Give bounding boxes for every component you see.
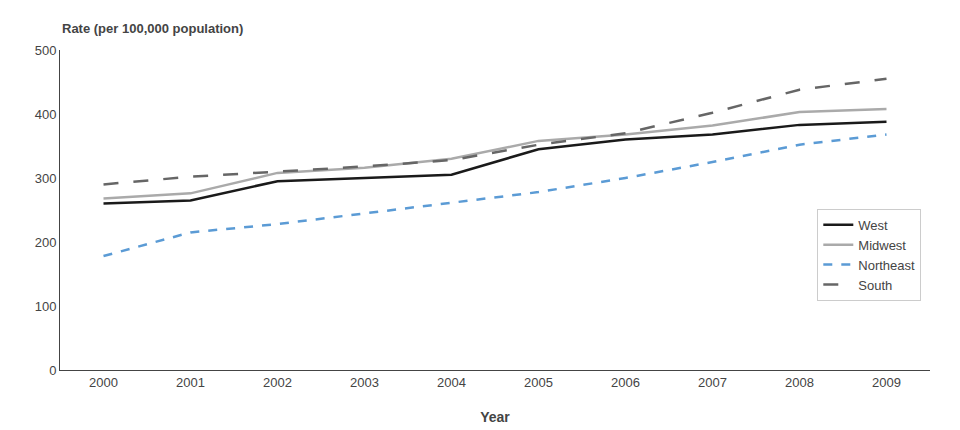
svg-text:0: 0 bbox=[49, 363, 56, 378]
svg-text:2008: 2008 bbox=[785, 375, 814, 390]
svg-text:2003: 2003 bbox=[350, 375, 379, 390]
svg-text:2007: 2007 bbox=[698, 375, 727, 390]
svg-text:Northeast: Northeast bbox=[858, 258, 915, 273]
svg-text:2000: 2000 bbox=[89, 375, 118, 390]
svg-text:2005: 2005 bbox=[524, 375, 553, 390]
svg-text:Year: Year bbox=[480, 409, 510, 425]
svg-text:100: 100 bbox=[35, 299, 57, 314]
svg-text:300: 300 bbox=[35, 171, 57, 186]
svg-text:West: West bbox=[858, 218, 888, 233]
svg-text:Rate (per 100,000 population): Rate (per 100,000 population) bbox=[62, 21, 243, 36]
svg-text:South: South bbox=[858, 278, 892, 293]
svg-text:2006: 2006 bbox=[611, 375, 640, 390]
svg-text:200: 200 bbox=[35, 235, 57, 250]
svg-text:2002: 2002 bbox=[263, 375, 292, 390]
svg-text:2004: 2004 bbox=[437, 375, 466, 390]
svg-text:500: 500 bbox=[35, 43, 57, 58]
svg-text:Midwest: Midwest bbox=[858, 238, 906, 253]
svg-text:400: 400 bbox=[35, 107, 57, 122]
svg-text:2009: 2009 bbox=[872, 375, 901, 390]
svg-text:2001: 2001 bbox=[176, 375, 205, 390]
